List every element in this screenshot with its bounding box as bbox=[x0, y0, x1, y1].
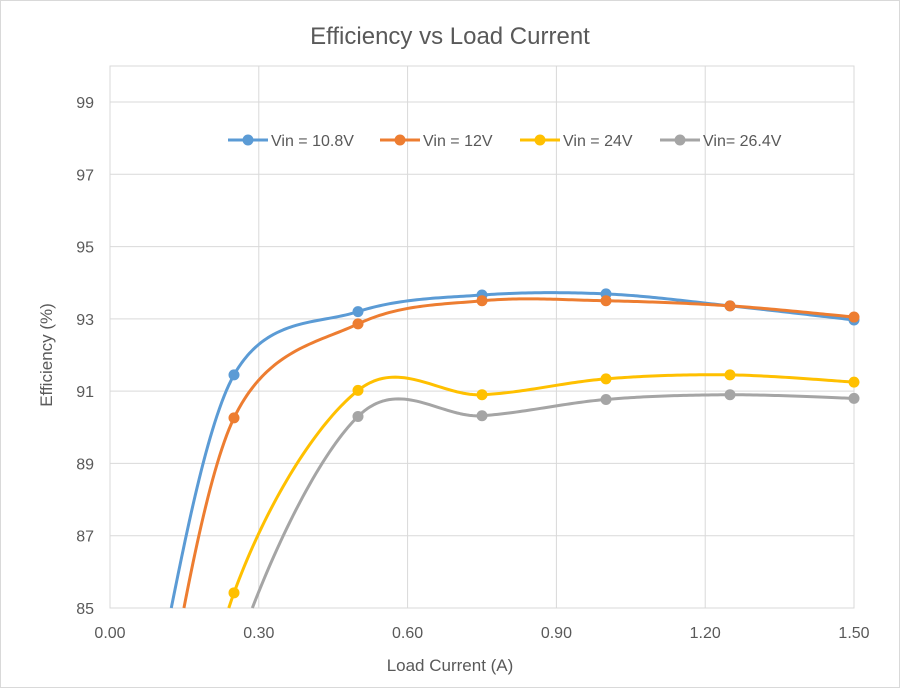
series-line bbox=[182, 297, 855, 609]
data-point bbox=[600, 295, 612, 307]
data-point bbox=[724, 300, 736, 312]
y-tick-label: 87 bbox=[76, 529, 94, 546]
data-point bbox=[848, 376, 860, 388]
y-tick-label: 85 bbox=[76, 601, 94, 618]
y-axis-label: Efficiency (%) bbox=[37, 303, 56, 407]
data-point bbox=[352, 410, 364, 422]
legend-item: Vin= 26.4V bbox=[660, 133, 782, 150]
data-point bbox=[352, 306, 364, 318]
legend-marker bbox=[534, 134, 546, 146]
legend-item: Vin = 24V bbox=[520, 133, 633, 150]
data-point bbox=[600, 373, 612, 385]
data-point bbox=[848, 311, 860, 323]
legend-label: Vin = 24V bbox=[563, 133, 633, 150]
data-point bbox=[352, 384, 364, 396]
x-tick-label: 1.50 bbox=[838, 625, 869, 642]
series-line bbox=[250, 393, 855, 609]
data-point bbox=[228, 587, 240, 599]
y-tick-label: 95 bbox=[76, 240, 94, 257]
x-axis-label: Load Current (A) bbox=[387, 656, 514, 675]
legend-marker bbox=[674, 134, 686, 146]
y-tick-label: 97 bbox=[76, 167, 94, 184]
data-point bbox=[476, 410, 488, 422]
data-point bbox=[724, 369, 736, 381]
data-point bbox=[724, 389, 736, 401]
legend-item: Vin = 10.8V bbox=[228, 133, 354, 150]
y-tick-label: 99 bbox=[76, 95, 94, 112]
series-line bbox=[227, 373, 855, 609]
legend-item: Vin = 12V bbox=[380, 133, 493, 150]
data-point bbox=[352, 318, 364, 330]
legend-marker bbox=[394, 134, 406, 146]
x-tick-label: 0.30 bbox=[243, 625, 274, 642]
data-point bbox=[476, 389, 488, 401]
data-point bbox=[600, 393, 612, 405]
x-tick-label: 0.60 bbox=[392, 625, 423, 642]
legend-marker bbox=[242, 134, 254, 146]
y-tick-label: 89 bbox=[76, 456, 94, 473]
legend-label: Vin = 12V bbox=[423, 133, 493, 150]
data-point bbox=[228, 412, 240, 424]
legend-label: Vin = 10.8V bbox=[271, 133, 354, 150]
data-point bbox=[228, 369, 240, 381]
data-point bbox=[848, 392, 860, 404]
chart-title: Efficiency vs Load Current bbox=[310, 23, 590, 50]
data-point bbox=[476, 295, 488, 307]
x-tick-label: 0.00 bbox=[94, 625, 125, 642]
x-tick-label: 1.20 bbox=[690, 625, 721, 642]
y-tick-label: 91 bbox=[76, 384, 94, 401]
x-tick-label: 0.90 bbox=[541, 625, 572, 642]
legend-label: Vin= 26.4V bbox=[703, 133, 782, 150]
y-tick-label: 93 bbox=[76, 312, 94, 329]
